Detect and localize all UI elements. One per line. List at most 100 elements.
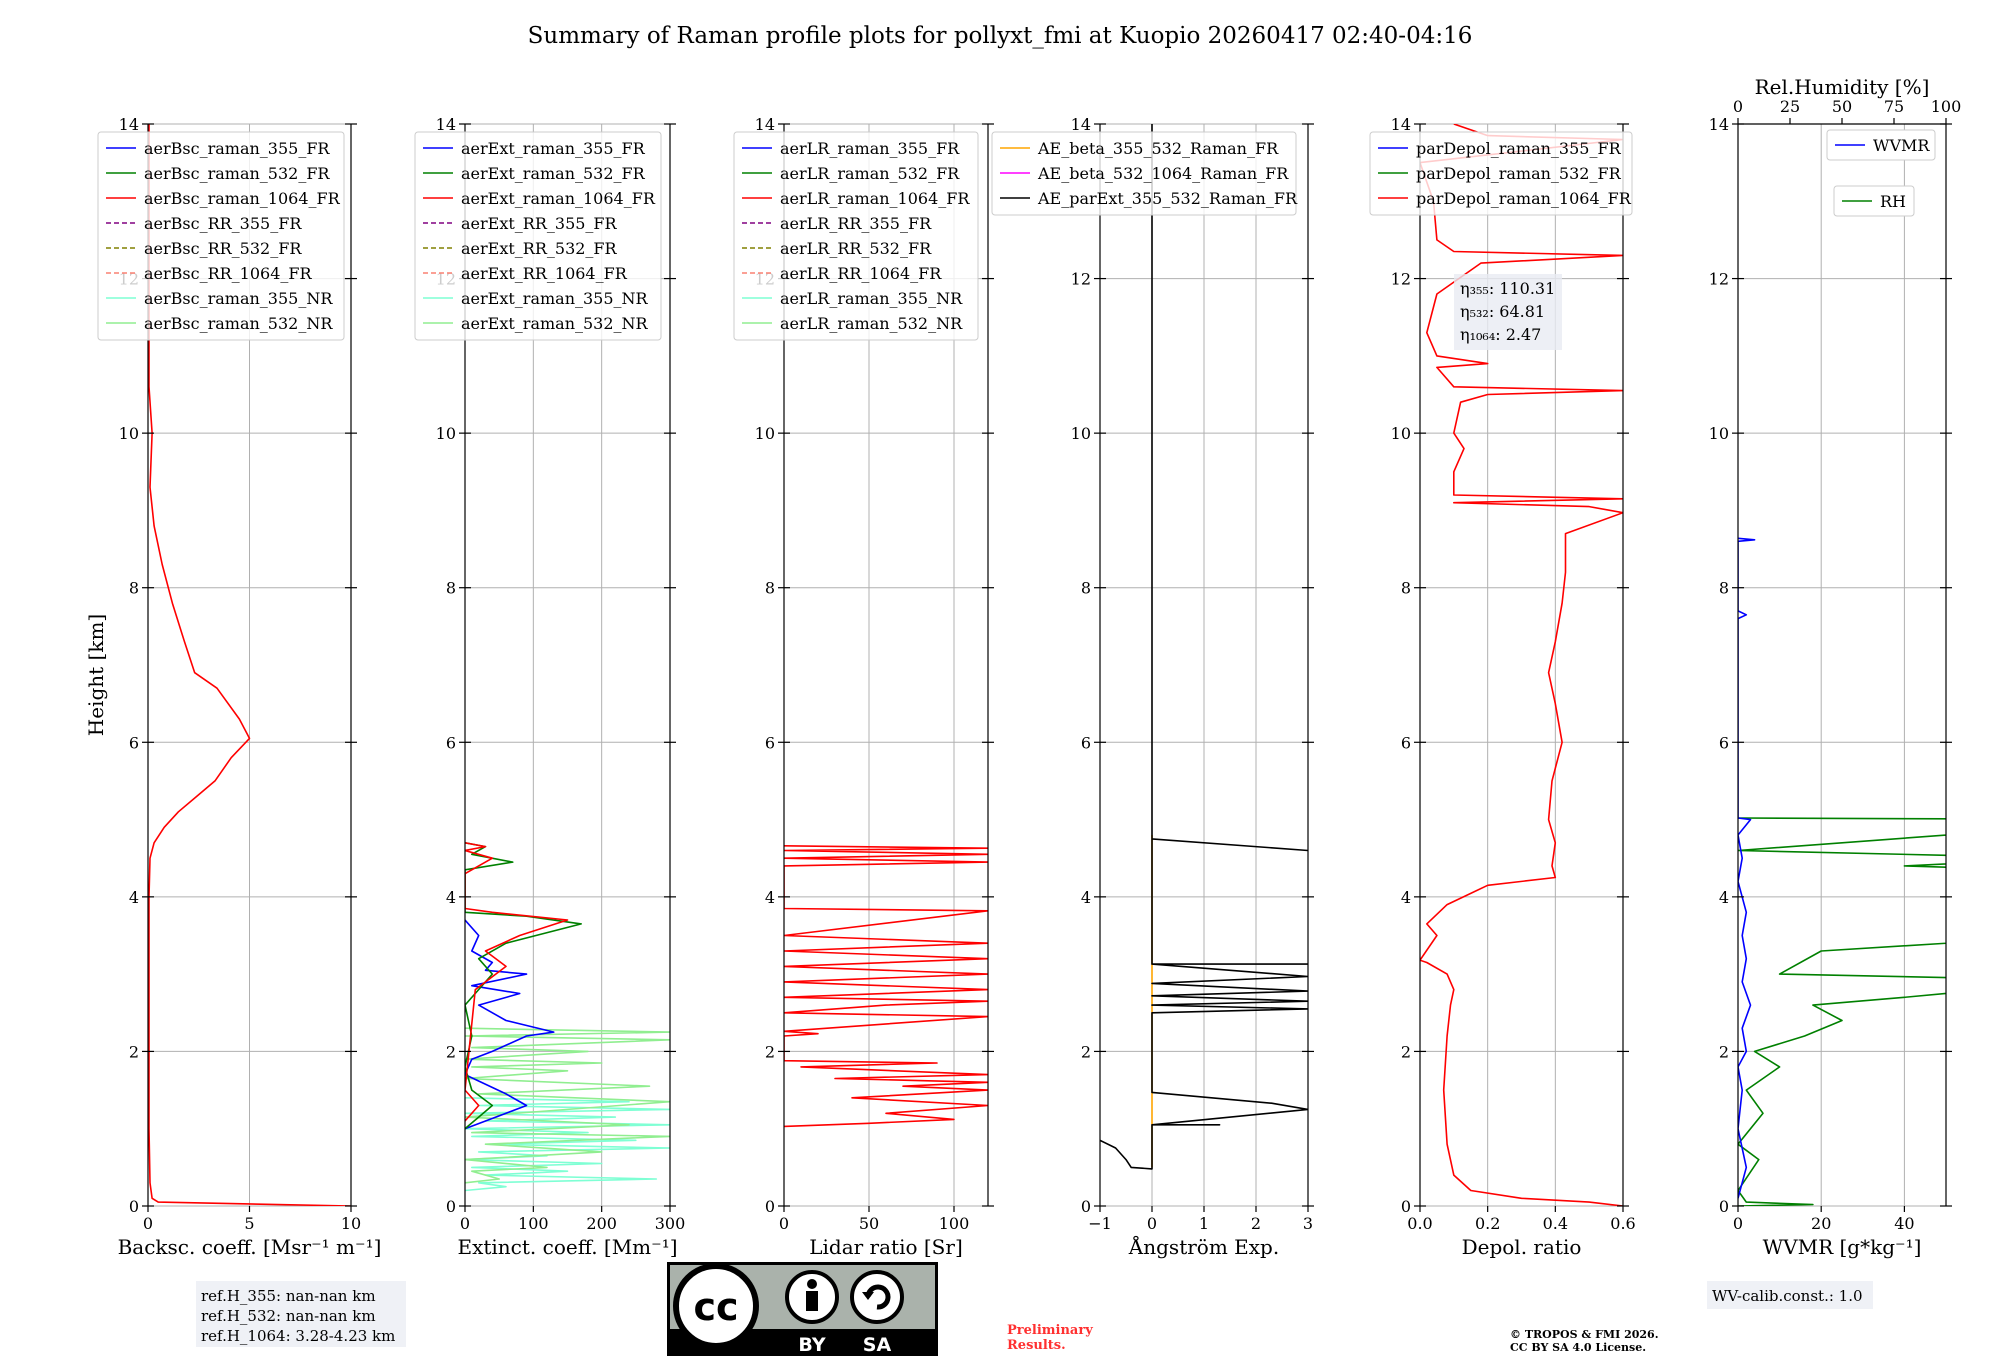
y-tick-label: 14	[1391, 115, 1411, 134]
legend-box	[1369, 131, 1633, 216]
legend-box	[733, 131, 979, 341]
annotation-eta355: η₃₅₅: 110.31	[1460, 279, 1555, 298]
panel-3: 02468101214050100Lidar ratio [Sr]aerLR_r…	[733, 115, 994, 1259]
y-tick-label: 0	[129, 1197, 139, 1216]
series-group	[784, 845, 988, 1128]
y-tick-label: 2	[1401, 1042, 1411, 1061]
cc-logo-icon	[673, 1263, 759, 1349]
x-axis-label: WVMR [g*kg⁻¹]	[1763, 1235, 1922, 1259]
y-tick-label: 6	[765, 733, 775, 752]
x-tick-label: 40	[1894, 1214, 1914, 1233]
x-axis-label: Depol. ratio	[1462, 1235, 1582, 1259]
legend-entry: aerLR_RR_1064_FR	[780, 264, 942, 283]
y-tick-label: 6	[446, 733, 456, 752]
legend-entry: aerLR_RR_355_FR	[780, 214, 932, 233]
x-tick-label: 300	[655, 1214, 686, 1233]
legend-entry: aerBsc_RR_1064_FR	[144, 264, 313, 283]
legend-entry: aerExt_RR_355_FR	[461, 214, 618, 233]
series-line-RH	[1738, 817, 1946, 1206]
y-tick-label: 0	[1719, 1197, 1729, 1216]
series-line-parDepol_raman_1064_FR	[1420, 124, 1623, 1206]
legend-entry: aerBsc_RR_532_FR	[144, 239, 302, 258]
x-axis-label: Lidar ratio [Sr]	[809, 1235, 963, 1259]
top-axis-label: Rel.Humidity [%]	[1755, 75, 1930, 99]
y-tick-label: 8	[446, 579, 456, 598]
legend-entry: WVMR	[1873, 136, 1930, 155]
y-tick-label: 0	[765, 1197, 775, 1216]
preliminary-note-line1: Preliminary	[1007, 1323, 1093, 1338]
legend-entry: aerBsc_raman_532_NR	[144, 314, 333, 333]
wv-calib-const: WV-calib.const.: 1.0	[1712, 1287, 1863, 1305]
panel-2: 024681012140100200300Extinct. coeff. [Mm…	[414, 115, 686, 1259]
panel-5: 0 2 4 6 8 10 12 14 0.0 0.2 0.4 0.6 Depol. ratio parDe…	[1369, 115, 1636, 1259]
series-line-WVMR	[1738, 537, 1756, 1199]
legend-entry: RH	[1880, 192, 1906, 211]
y-tick-label: 4	[1719, 888, 1729, 907]
top-x-tick-label: 0	[1733, 97, 1743, 116]
y-tick-label: 12	[1709, 270, 1729, 289]
x-axis-label: Extinct. coeff. [Mm⁻¹]	[457, 1235, 677, 1259]
legend-entry: aerExt_raman_1064_FR	[461, 189, 656, 208]
y-tick-label: 10	[1391, 424, 1411, 443]
x-axis-label: Ångström Exp.	[1128, 1234, 1279, 1259]
annotation-eta1064: η₁₀₆₄: 2.47	[1460, 325, 1541, 344]
annotation-eta532: η₅₃₂: 64.81	[1460, 302, 1545, 321]
legend-entry: aerExt_RR_1064_FR	[461, 264, 628, 283]
figure-title: Summary of Raman profile plots for polly…	[528, 23, 1473, 49]
x-tick-label: 20	[1811, 1214, 1831, 1233]
series-group	[1100, 124, 1308, 1170]
y-tick-label: 10	[1071, 424, 1091, 443]
legend-entry: aerLR_raman_355_FR	[780, 139, 960, 158]
x-tick-label: 50	[859, 1214, 879, 1233]
legend-box	[414, 131, 662, 341]
legend-entry: aerLR_raman_532_FR	[780, 164, 960, 183]
y-tick-label: 4	[446, 888, 456, 907]
legend-entry: aerExt_raman_355_FR	[461, 139, 646, 158]
wv-calib-box	[1707, 1281, 1873, 1309]
license-by-label: BY	[798, 1334, 825, 1356]
y-tick-label: 10	[1709, 424, 1729, 443]
x-tick-label: 3	[1303, 1214, 1313, 1233]
top-x-tick-label: 25	[1780, 97, 1800, 116]
series-line-aerExt_raman_355_FR	[465, 919, 555, 1130]
y-tick-label: 4	[1401, 888, 1411, 907]
ref-height-box	[196, 1281, 406, 1347]
ref-height-532: ref.H_532: nan-nan km	[201, 1307, 376, 1325]
y-tick-label: 4	[1081, 888, 1091, 907]
legend-entry: aerExt_raman_355_NR	[461, 289, 649, 308]
x-tick-label: 0	[1733, 1214, 1743, 1233]
x-tick-label: 5	[244, 1214, 254, 1233]
top-x-tick-label: 50	[1832, 97, 1852, 116]
legend-entry: aerExt_raman_532_FR	[461, 164, 646, 183]
x-tick-label: 100	[518, 1214, 549, 1233]
cc-license-badge: cc BY SA	[667, 1262, 938, 1356]
license-sa-label: SA	[863, 1334, 892, 1356]
y-tick-label: 2	[1081, 1042, 1091, 1061]
y-tick-label: 0	[1081, 1197, 1091, 1216]
legend-entry: AE_parExt_355_532_Raman_FR	[1037, 189, 1298, 208]
legend-entry: aerLR_raman_532_NR	[780, 314, 963, 333]
y-tick-label: 2	[1719, 1042, 1729, 1061]
y-tick-label: 8	[1719, 579, 1729, 598]
share-alike-icon	[850, 1270, 904, 1324]
copyright-line1: © TROPOS & FMI 2026.	[1510, 1328, 1659, 1341]
y-tick-label: 14	[755, 115, 775, 134]
panel-1: 024681012140510Backsc. coeff. [Msr⁻¹ m⁻¹…	[97, 115, 381, 1259]
x-tick-label: 0	[1147, 1214, 1157, 1233]
y-tick-label: 12	[1071, 270, 1091, 289]
x-tick-label: 200	[586, 1214, 617, 1233]
y-tick-label: 6	[1401, 733, 1411, 752]
x-tick-label: 100	[939, 1214, 970, 1233]
top-x-tick-label: 100	[1931, 97, 1962, 116]
legend-entry: parDepol_raman_1064_FR	[1416, 189, 1632, 208]
y-tick-label: 14	[436, 115, 456, 134]
legend-entry: parDepol_raman_532_FR	[1416, 164, 1622, 183]
y-tick-label: 0	[446, 1197, 456, 1216]
y-tick-label: 4	[129, 888, 139, 907]
x-tick-label: 0	[143, 1214, 153, 1233]
copyright-line2: CC BY SA 4.0 License.	[1510, 1341, 1646, 1354]
series-line-aerExt_raman_532_NR	[465, 1027, 670, 1184]
